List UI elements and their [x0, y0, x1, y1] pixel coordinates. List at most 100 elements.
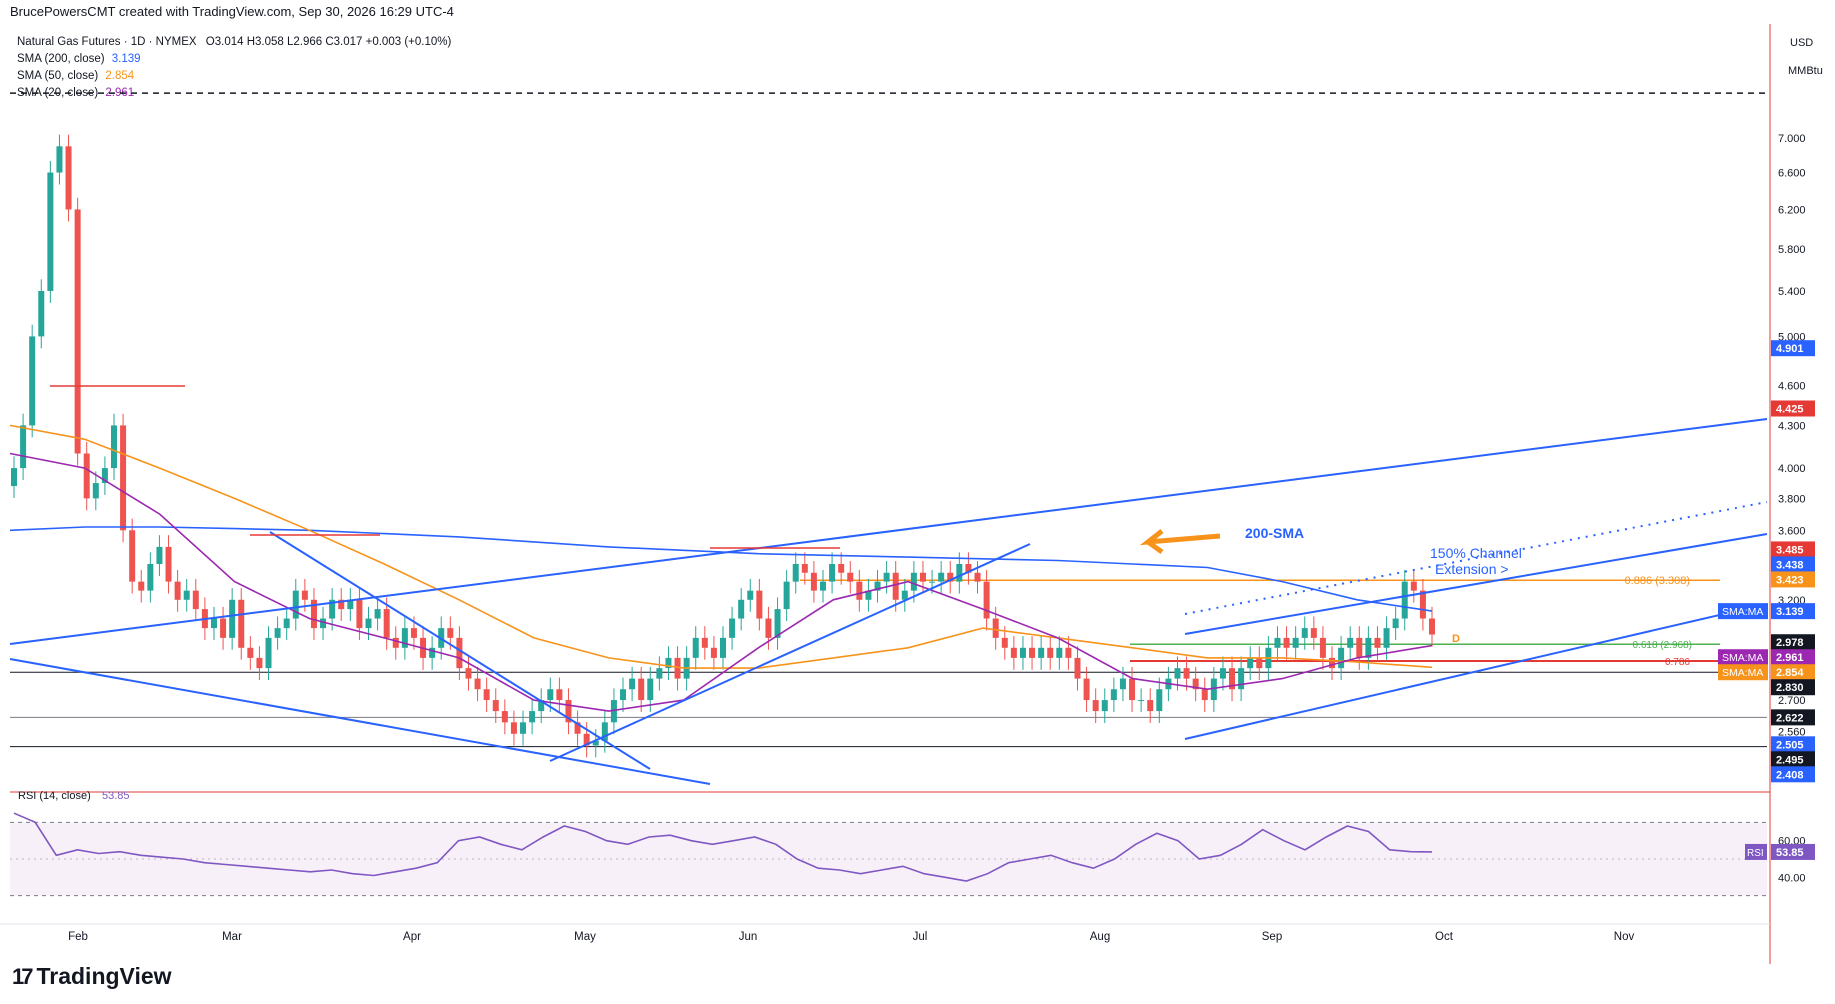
candle-body: [74, 209, 81, 454]
candle-body: [601, 722, 608, 741]
candle-body: [1156, 689, 1163, 712]
price-tick-label: 7.000: [1778, 133, 1806, 145]
price-badge: 2.408: [1771, 766, 1815, 783]
candle-body: [583, 733, 590, 746]
candle-body: [738, 599, 745, 619]
rsi-badge-label: RSI: [1747, 848, 1764, 859]
badge-bg: [1771, 766, 1815, 783]
time-axis-label: Feb: [68, 931, 88, 943]
candle-body: [838, 564, 845, 573]
sma20-line: [9, 452, 1433, 712]
legend-sma50-row[interactable]: SMA (50, close) 2.854: [17, 68, 451, 85]
candle-body: [1219, 668, 1226, 679]
candle-body: [110, 425, 117, 469]
badge-value: 2.505: [1776, 739, 1804, 751]
candle-body: [1074, 657, 1081, 679]
legend-symbol-row[interactable]: Natural Gas Futures · 1D · NYMEX O3.014 …: [17, 34, 451, 51]
trendline: [269, 531, 651, 770]
candle-body: [1347, 637, 1354, 648]
badge-bg: [1771, 571, 1815, 588]
time-axis-label: Apr: [403, 931, 421, 943]
candle-body: [1092, 700, 1099, 712]
candle-body: [1174, 668, 1181, 679]
rsi-legend-value: 53.85: [102, 790, 130, 802]
candle-body: [1401, 581, 1408, 619]
candle-body: [547, 689, 554, 701]
candle-body: [647, 678, 654, 701]
badge-value: 4.425: [1776, 403, 1804, 415]
candle-body: [592, 740, 599, 746]
candle-body: [1119, 678, 1126, 690]
symbol-name: Natural Gas Futures · 1D · NYMEX: [17, 36, 197, 48]
annotation-fib-0618: 0.618 (2.968): [1633, 640, 1693, 651]
annotation-fib-0886: 0.886 (3.308): [1625, 575, 1690, 587]
candle-body: [692, 637, 699, 658]
price-badge: 3.423: [1771, 571, 1815, 588]
candle-body: [1292, 637, 1299, 648]
price-badge: 2.978: [1771, 634, 1815, 651]
candle-body: [429, 647, 436, 658]
price-tick-label: 3.800: [1778, 493, 1806, 505]
candle-body: [483, 689, 490, 701]
candle-body: [1247, 657, 1254, 669]
annotation-fib-0786: 0.786: [1665, 657, 1690, 668]
price-chart[interactable]: USDMMBtu7.0006.6006.2005.8005.4005.0004.…: [0, 24, 1835, 964]
candle-body: [1101, 700, 1108, 712]
trendline: [1184, 603, 1768, 740]
badge-label: SMA:MA: [1722, 667, 1763, 679]
candle-body: [783, 581, 790, 610]
candle-body: [819, 581, 826, 591]
rsi-badge-label-bg: [1745, 843, 1767, 860]
candle-body: [83, 453, 90, 499]
badge-value: 2.978: [1776, 637, 1804, 649]
candle-body: [120, 425, 127, 531]
candle-body: [374, 609, 381, 619]
badge-bg: [1771, 736, 1815, 753]
candle-body: [747, 590, 754, 600]
candle-body: [910, 572, 917, 591]
candle-body: [56, 146, 63, 173]
candle-body: [183, 590, 190, 600]
candle-body: [1065, 647, 1072, 658]
badge-bg: [1771, 340, 1815, 357]
candle-body: [1392, 618, 1399, 629]
candle-body: [1256, 657, 1263, 669]
candle-body: [865, 590, 872, 600]
price-tick-label: 2.560: [1778, 726, 1806, 738]
price-unit-top: USD: [1790, 37, 1813, 49]
candle-body: [292, 590, 299, 619]
candle-body: [565, 700, 572, 723]
channel-extension-line: [1184, 501, 1768, 615]
candle-body: [992, 618, 999, 638]
candle-body: [674, 657, 681, 679]
candle-body: [174, 581, 181, 600]
candle-body: [1201, 689, 1208, 701]
badge-label: SMA:MA: [1722, 606, 1763, 618]
candle-body: [1183, 668, 1190, 679]
candle-body: [556, 689, 563, 701]
chart-header: BrucePowersCMT created with TradingView.…: [10, 4, 454, 19]
rsi-tick-label: 40.00: [1778, 872, 1806, 884]
legend-sma200-row[interactable]: SMA (200, close) 3.139: [17, 51, 451, 68]
tv-logo-text: TradingView: [36, 963, 172, 989]
candle-body: [1329, 657, 1336, 669]
trendline: [9, 658, 711, 785]
trendline: [1184, 533, 1768, 635]
candle-body: [1374, 637, 1381, 648]
candle-body: [529, 711, 536, 723]
tradingview-logo[interactable]: 17 TradingView: [12, 963, 172, 990]
badge-bg: [1771, 541, 1815, 558]
candle-body: [801, 564, 808, 573]
ohlc-values: O3.014 H3.058 L2.966 C3.017 +0.003 (+0.1…: [205, 36, 452, 48]
candle-body: [1238, 668, 1245, 690]
badge-value: 3.139: [1776, 606, 1804, 618]
price-badge: 2.622: [1771, 709, 1815, 726]
candle-body: [1029, 647, 1036, 658]
candle-body: [274, 628, 281, 638]
candle-body: [410, 628, 417, 638]
candle-body: [1010, 647, 1017, 658]
candle-body: [883, 572, 890, 582]
candle-body: [210, 618, 217, 629]
header-text: BrucePowersCMT created with TradingView.…: [10, 4, 454, 19]
candle-body: [1138, 700, 1145, 702]
